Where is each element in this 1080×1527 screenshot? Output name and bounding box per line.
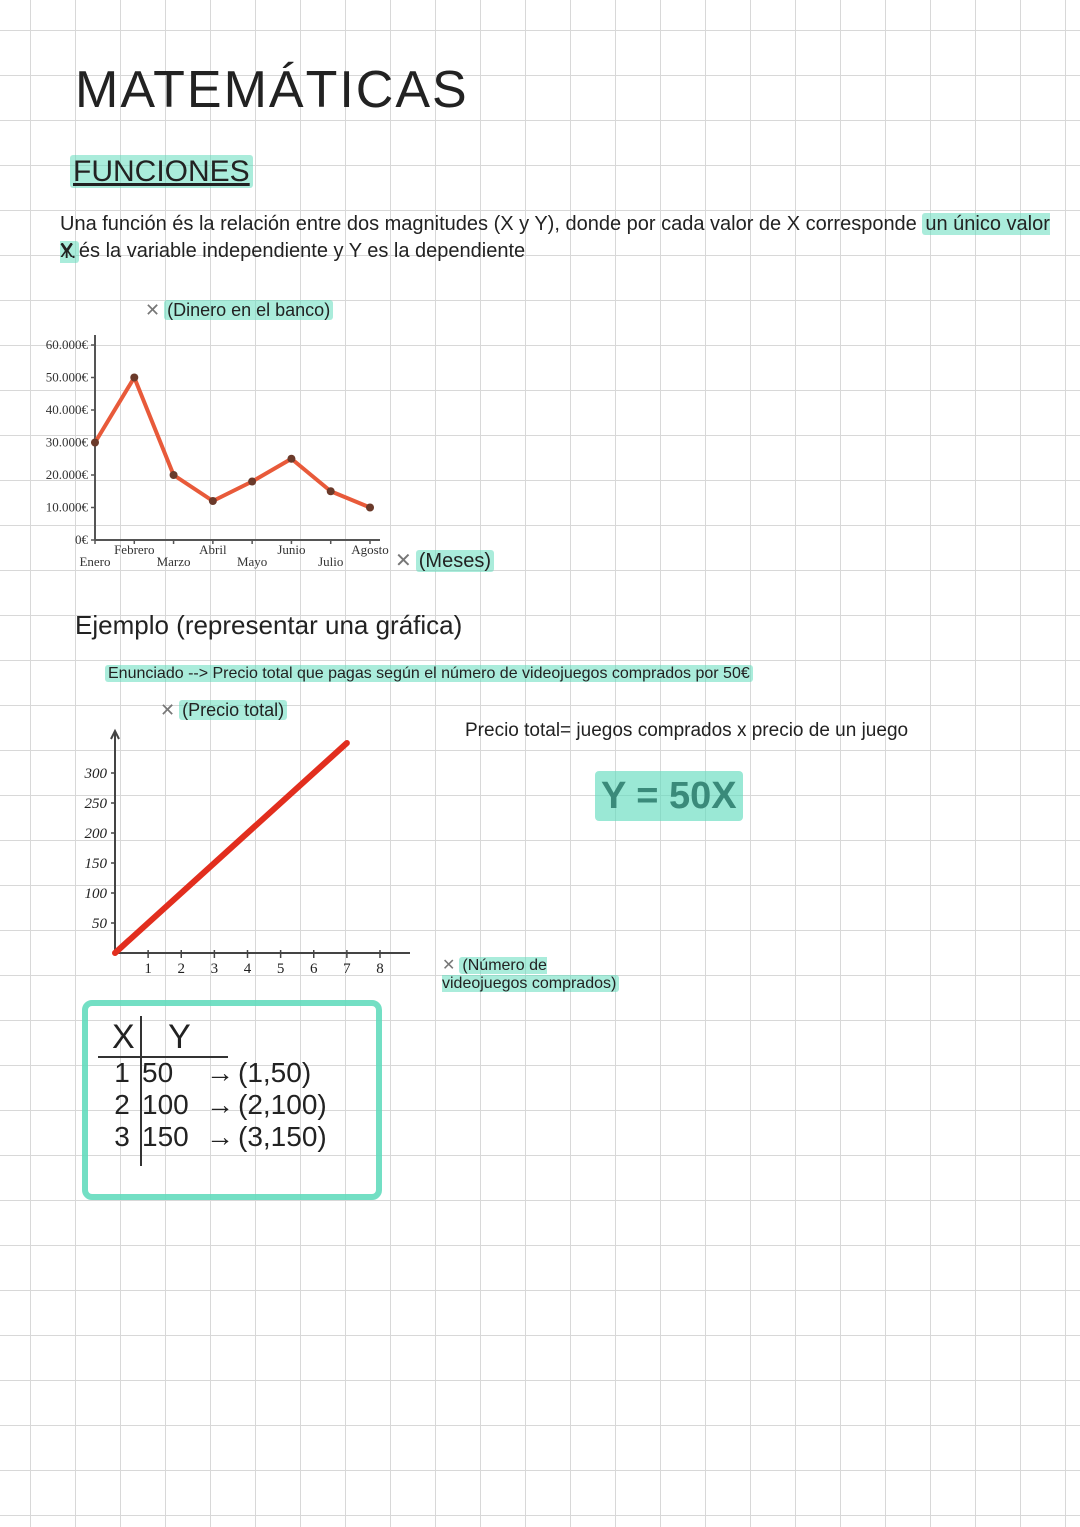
svg-text:40.000€: 40.000€ <box>46 402 89 417</box>
svg-text:150: 150 <box>85 856 108 872</box>
svg-text:Febrero: Febrero <box>114 542 154 557</box>
axis-arrow-icon: ✕ <box>145 300 160 320</box>
svg-text:8: 8 <box>376 961 384 977</box>
svg-text:250: 250 <box>85 796 108 812</box>
definition-line-2: X és la variable independiente y Y es la… <box>60 240 525 263</box>
svg-text:Mayo: Mayo <box>237 554 267 569</box>
svg-text:50: 50 <box>92 916 108 932</box>
svg-text:2: 2 <box>178 961 186 977</box>
example-statement: Enunciado --> Precio total que pagas seg… <box>105 665 753 683</box>
svg-text:300: 300 <box>84 766 108 782</box>
chart1-y-label-text: (Dinero en el banco) <box>164 300 333 320</box>
highlighted-text: FUNCIONES <box>70 155 253 188</box>
xy-row-y: 50 <box>142 1057 202 1089</box>
chart2-x-label-text: (Número de videojuegos comprados) <box>442 957 619 992</box>
svg-text:7: 7 <box>343 961 351 977</box>
chart1-x-axis-label: ✕(Meses) <box>395 548 494 573</box>
chart2-plot: 50 100 150 200 250 300 1 2 3 4 5 6 7 8 <box>60 695 460 1005</box>
svg-text:Abril: Abril <box>199 542 227 557</box>
svg-text:10.000€: 10.000€ <box>46 500 89 515</box>
xy-header-x: X <box>112 1018 147 1056</box>
arrow-icon: → <box>206 1089 234 1121</box>
formula-equation: Y = 50X <box>595 775 743 818</box>
xy-row-x: 1 <box>102 1057 142 1089</box>
xy-row-pair: (3,150) <box>238 1121 327 1153</box>
svg-text:4: 4 <box>244 961 252 977</box>
svg-text:6: 6 <box>310 961 318 977</box>
svg-text:1: 1 <box>144 961 152 977</box>
svg-text:20.000€: 20.000€ <box>46 467 89 482</box>
section-heading-funciones: FUNCIONES <box>70 155 253 189</box>
chart-videogames-price: ✕(Precio total) 501001502002503001234567… <box>60 695 460 1010</box>
xy-row-pair: (1,50) <box>238 1057 311 1089</box>
svg-text:30.000€: 30.000€ <box>46 435 89 450</box>
page-content: MATEMÁTICAS FUNCIONES Una función és la … <box>0 0 1080 1527</box>
xy-table-rows: 150→(1,50)2100→(2,100)3150→(3,150) <box>102 1057 327 1154</box>
xy-table-row: 150→(1,50) <box>102 1057 327 1089</box>
svg-text:Junio: Junio <box>277 542 305 557</box>
chart1-x-label-text: (Meses) <box>416 550 494 572</box>
svg-text:100: 100 <box>85 886 108 902</box>
xy-table-row: 3150→(3,150) <box>102 1121 327 1153</box>
xy-table-content: X Y 150→(1,50)2100→(2,100)3150→(3,150) <box>102 1018 327 1154</box>
svg-text:Julio: Julio <box>318 554 343 569</box>
xy-row-x: 3 <box>102 1121 142 1153</box>
svg-text:5: 5 <box>277 961 285 977</box>
svg-text:60.000€: 60.000€ <box>46 337 89 352</box>
xy-row-y: 100 <box>142 1089 202 1121</box>
svg-text:50.000€: 50.000€ <box>46 370 89 385</box>
chart-bank-money: ✕(Dinero en el banco) 0€10.000€20.000€30… <box>45 300 465 605</box>
svg-text:Agosto: Agosto <box>351 542 389 557</box>
svg-text:Marzo: Marzo <box>157 554 191 569</box>
arrow-icon: → <box>206 1121 234 1153</box>
axis-arrow-icon: ✕ <box>160 700 175 720</box>
svg-text:3: 3 <box>211 961 219 977</box>
xy-table-header: X Y <box>112 1018 327 1057</box>
axis-arrow-icon: ✕ <box>395 550 412 572</box>
arrow-icon: → <box>206 1057 234 1089</box>
svg-text:Enero: Enero <box>79 554 110 569</box>
chart2-y-axis-label: ✕(Precio total) <box>160 700 287 721</box>
chart2-y-label-text: (Precio total) <box>179 700 287 720</box>
example-statement-text: Enunciado --> Precio total que pagas seg… <box>105 665 753 682</box>
chart1-y-axis-label: ✕(Dinero en el banco) <box>145 300 333 321</box>
example-heading: Ejemplo (representar una gráfica) <box>75 610 462 641</box>
formula-description: Precio total= juegos comprados x precio … <box>465 720 908 742</box>
page-title: MATEMÁTICAS <box>75 60 469 120</box>
formula-equation-text: Y = 50X <box>595 771 743 821</box>
xy-row-x: 2 <box>102 1089 142 1121</box>
svg-text:200: 200 <box>85 826 108 842</box>
xy-value-table: X Y 150→(1,50)2100→(2,100)3150→(3,150) <box>92 1010 372 1190</box>
xy-table-row: 2100→(2,100) <box>102 1089 327 1121</box>
xy-row-y: 150 <box>142 1121 202 1153</box>
xy-row-pair: (2,100) <box>238 1089 327 1121</box>
axis-arrow-icon: ✕ <box>442 957 455 974</box>
chart2-x-axis-label: ✕(Número de videojuegos comprados) <box>442 955 622 993</box>
svg-text:0€: 0€ <box>75 532 89 547</box>
definition-text-a: Una función és la relación entre dos mag… <box>60 213 922 235</box>
xy-header-y: Y <box>168 1018 203 1056</box>
